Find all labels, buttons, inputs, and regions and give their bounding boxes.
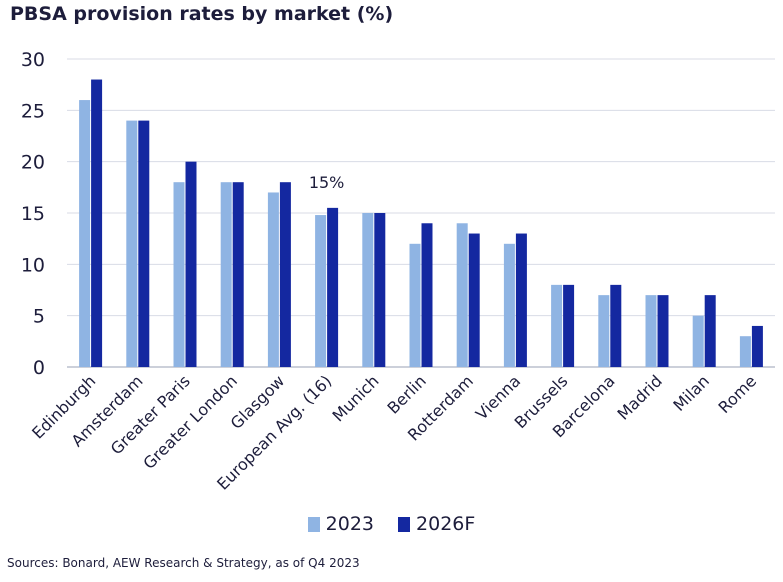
y-tick-label: 25 [21,100,45,122]
y-axis-ticks: 0 5 10 15 20 25 30 [21,49,45,379]
annotation-label: 15% [309,173,345,192]
bar-2026f-glasgow [279,182,291,367]
bar-2026f-barcelona [610,284,622,367]
bar-2023-rotterdam [456,223,468,367]
x-tick-label-milan: Milan [669,371,713,415]
bar-2023-rome [739,336,751,367]
x-tick-label-rome: Rome [715,371,761,417]
bars [79,79,763,368]
bar-2026f-amsterdam [138,120,150,367]
legend: 2023 2026F [0,513,783,535]
source-note: Sources: Bonard, AEW Research & Strategy… [7,556,360,570]
y-tick-label: 15 [21,203,45,225]
y-tick-label: 20 [21,152,45,174]
bar-2023-glasgow [267,192,279,367]
bar-2026f-munich [374,213,386,367]
bar-2023-milan [692,315,704,367]
bar-2023-madrid [645,295,657,367]
y-tick-label: 0 [33,357,45,379]
bar-2026f-milan [704,295,716,367]
bar-2026f-madrid [657,295,669,367]
legend-item-2023: 2023 [307,513,375,535]
x-tick-label-madrid: Madrid [614,371,666,423]
bar-2026f-european-avg-16 [327,207,339,367]
legend-item-2026f: 2026F [398,513,475,535]
bar-2026f-greater-paris [185,161,197,367]
bar-2026f-vienna [515,233,527,367]
legend-label-2026f: 2026F [416,513,476,535]
bar-2023-brussels [551,284,563,367]
bar-2026f-greater-london [232,182,244,367]
bar-2026f-berlin [421,223,433,367]
y-tick-label: 10 [21,254,45,276]
annotations: 15% [309,173,345,192]
bar-2023-munich [362,213,374,367]
bar-2023-greater-london [220,182,232,367]
gridlines [67,58,775,368]
bar-2023-amsterdam [126,120,138,367]
y-tick-label: 5 [33,306,45,328]
y-tick-label: 30 [21,49,45,71]
legend-swatch-2023 [307,516,320,532]
bar-2023-barcelona [598,295,610,367]
chart-title: PBSA provision rates by market (%) [10,3,394,25]
bar-2026f-brussels [563,284,575,367]
bar-2023-berlin [409,243,421,367]
bar-2023-european-avg-16 [315,215,327,367]
x-tick-label-munich: Munich [329,371,383,425]
bar-2023-edinburgh [79,100,91,368]
bar-2023-vienna [503,243,515,367]
bar-2026f-rotterdam [468,233,480,367]
bar-chart: 0 5 10 15 20 25 30 15% EdinburghAmsterdamGreat… [21,49,775,494]
bar-2026f-rome [751,325,763,367]
legend-swatch-2026f [398,516,411,532]
bar-2023-greater-paris [173,182,185,367]
bar-2026f-edinburgh [91,79,103,368]
legend-label-2023: 2023 [325,513,375,535]
